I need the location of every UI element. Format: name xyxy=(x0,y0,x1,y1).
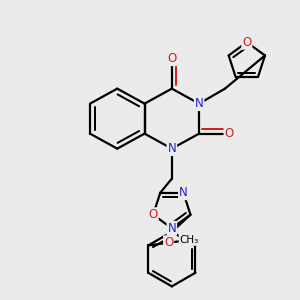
Text: N: N xyxy=(195,97,203,110)
Text: N: N xyxy=(167,222,176,235)
Text: O: O xyxy=(164,236,173,249)
Text: N: N xyxy=(167,142,176,155)
Text: CH₃: CH₃ xyxy=(179,235,199,245)
Text: O: O xyxy=(148,208,158,221)
Text: O: O xyxy=(167,52,176,65)
Text: O: O xyxy=(242,36,251,49)
Text: N: N xyxy=(179,186,188,199)
Text: O: O xyxy=(224,127,234,140)
